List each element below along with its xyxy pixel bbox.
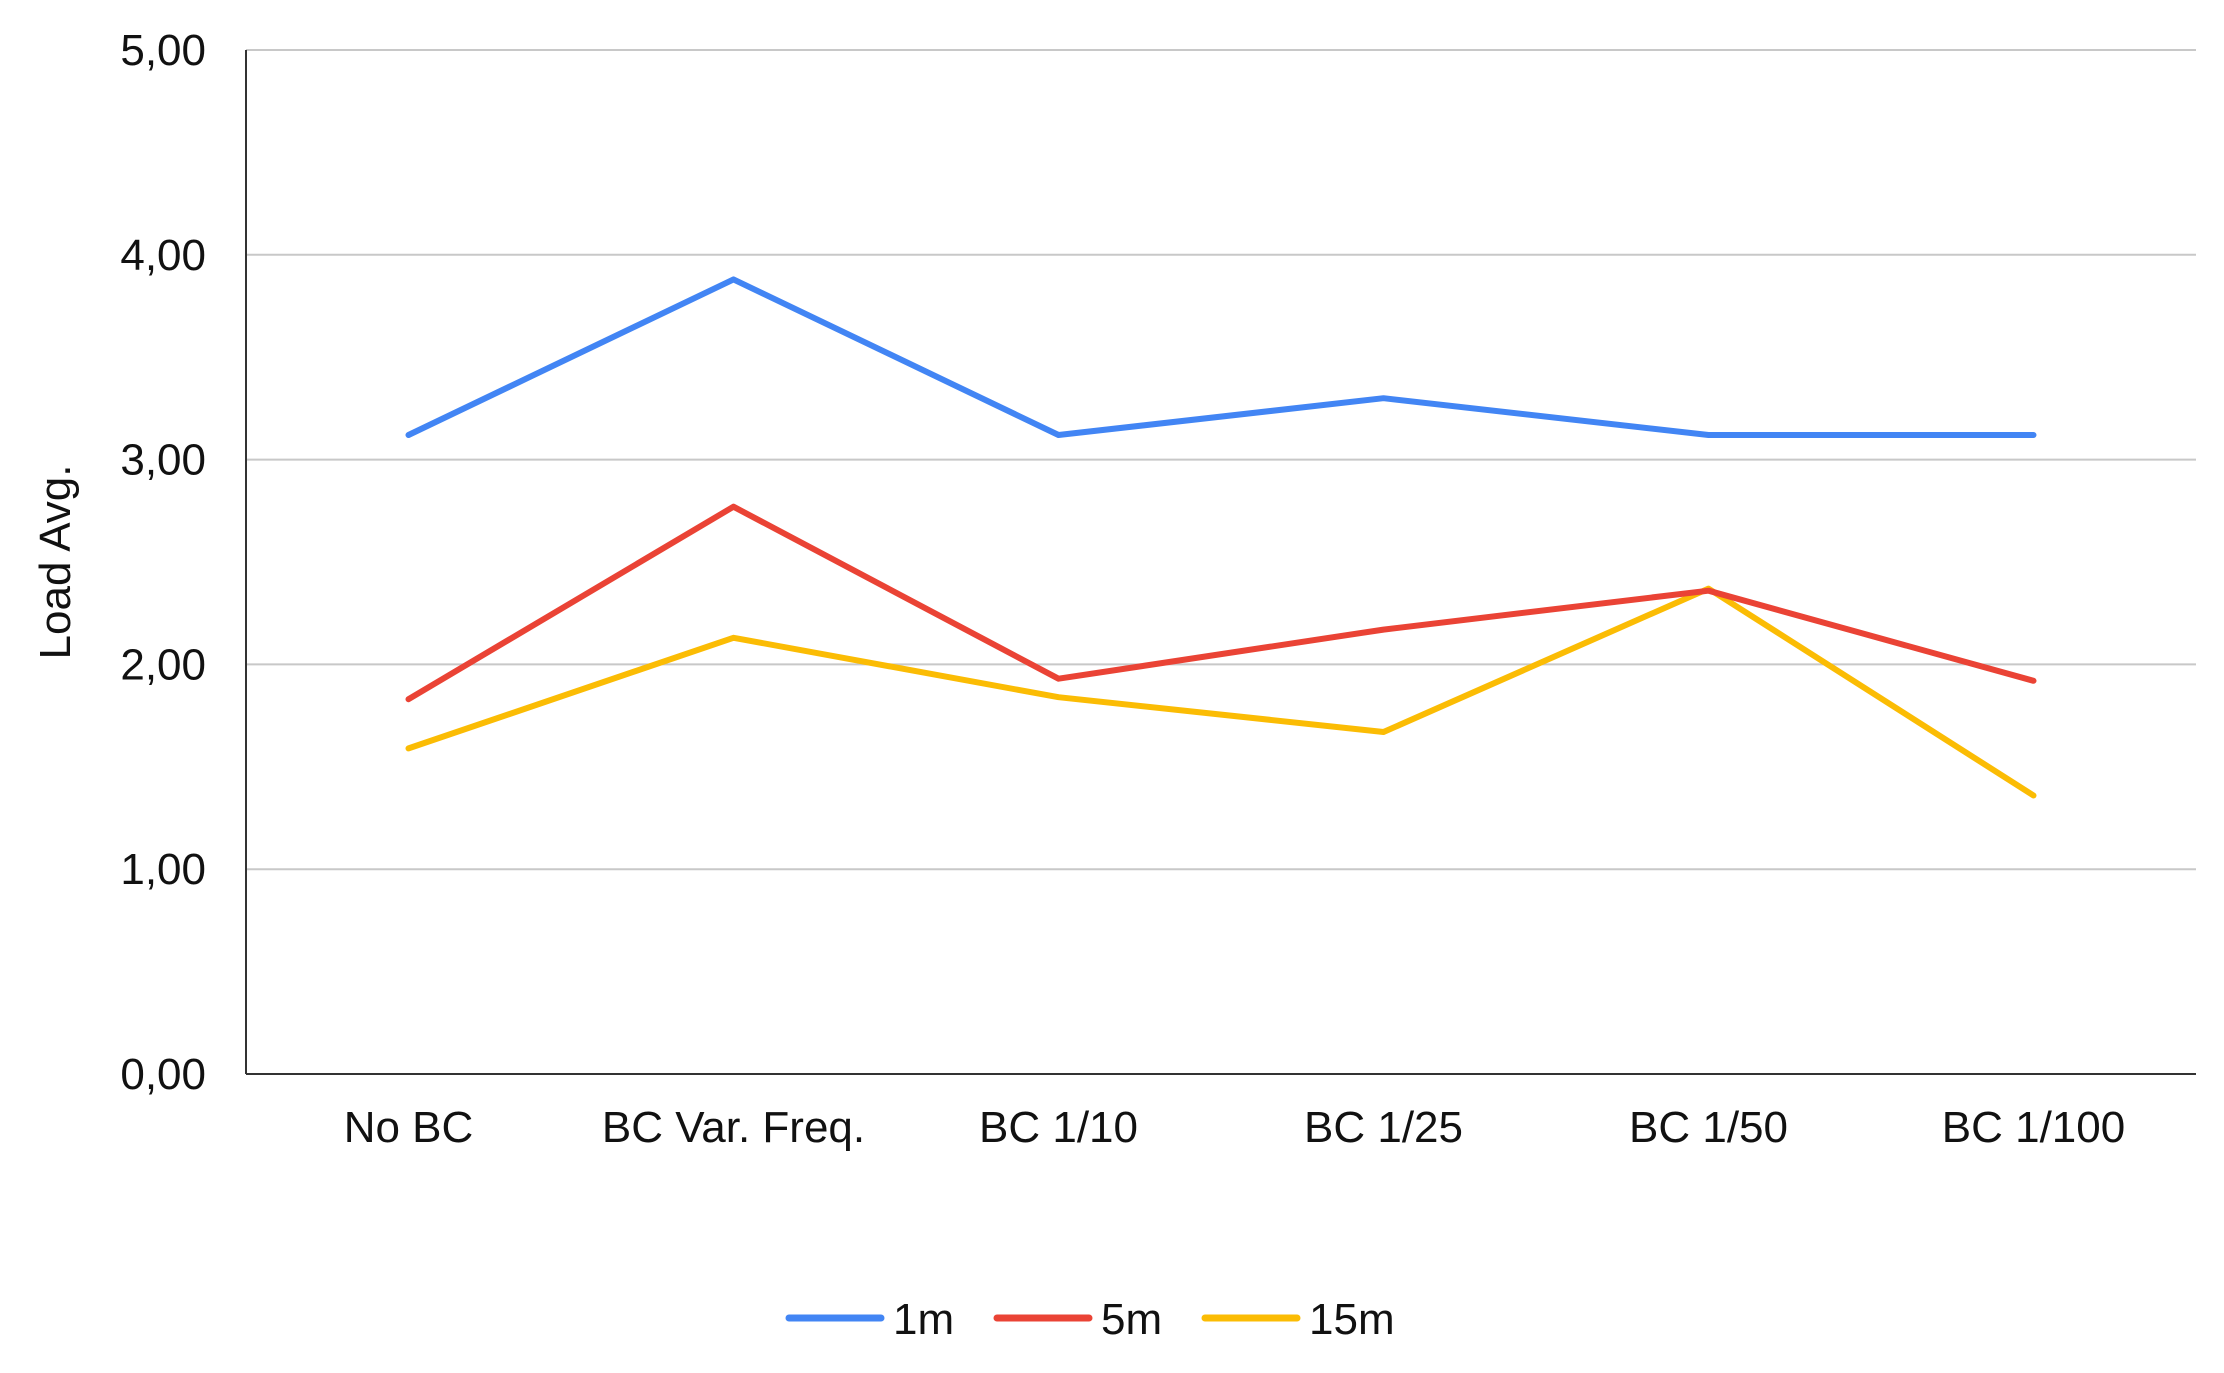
y-tick-label: 2,00 — [120, 640, 206, 689]
series-line-1m — [405, 276, 2037, 438]
x-tick-label: BC Var. Freq. — [602, 1103, 865, 1152]
x-tick-label: BC 1/25 — [1304, 1103, 1463, 1152]
legend-label: 5m — [1101, 1295, 1162, 1344]
x-tick-label: No BC — [344, 1103, 474, 1152]
legend-label: 15m — [1309, 1295, 1395, 1344]
legend-label: 1m — [893, 1295, 954, 1344]
y-tick-label: 3,00 — [120, 436, 206, 485]
x-tick-label: BC 1/10 — [979, 1103, 1138, 1152]
x-tick-labels: No BC BC Var. Freq. BC 1/10 BC 1/25 BC 1/50 B… — [344, 1103, 2126, 1152]
y-tick-label: 5,00 — [120, 26, 206, 75]
legend: 1m 5m 15m — [785, 1295, 1395, 1344]
x-tick-label: BC 1/100 — [1942, 1103, 2125, 1152]
axes — [245, 50, 2196, 1075]
y-axis-title: Load Avg. — [31, 465, 80, 660]
legend-item: 1m — [785, 1295, 954, 1344]
x-tick-label: BC 1/50 — [1629, 1103, 1788, 1152]
y-tick-label: 0,00 — [120, 1050, 206, 1099]
y-tick-label: 1,00 — [120, 845, 206, 894]
series-line-5m — [405, 503, 2037, 703]
series-lines — [405, 276, 2037, 799]
legend-item: 15m — [1201, 1295, 1395, 1344]
gridlines — [246, 49, 2196, 871]
series-line-15m — [405, 585, 2037, 799]
y-tick-labels: 0,00 1,00 2,00 3,00 4,00 5,00 — [120, 26, 206, 1099]
y-tick-label: 4,00 — [120, 231, 206, 280]
legend-item: 5m — [993, 1295, 1162, 1344]
